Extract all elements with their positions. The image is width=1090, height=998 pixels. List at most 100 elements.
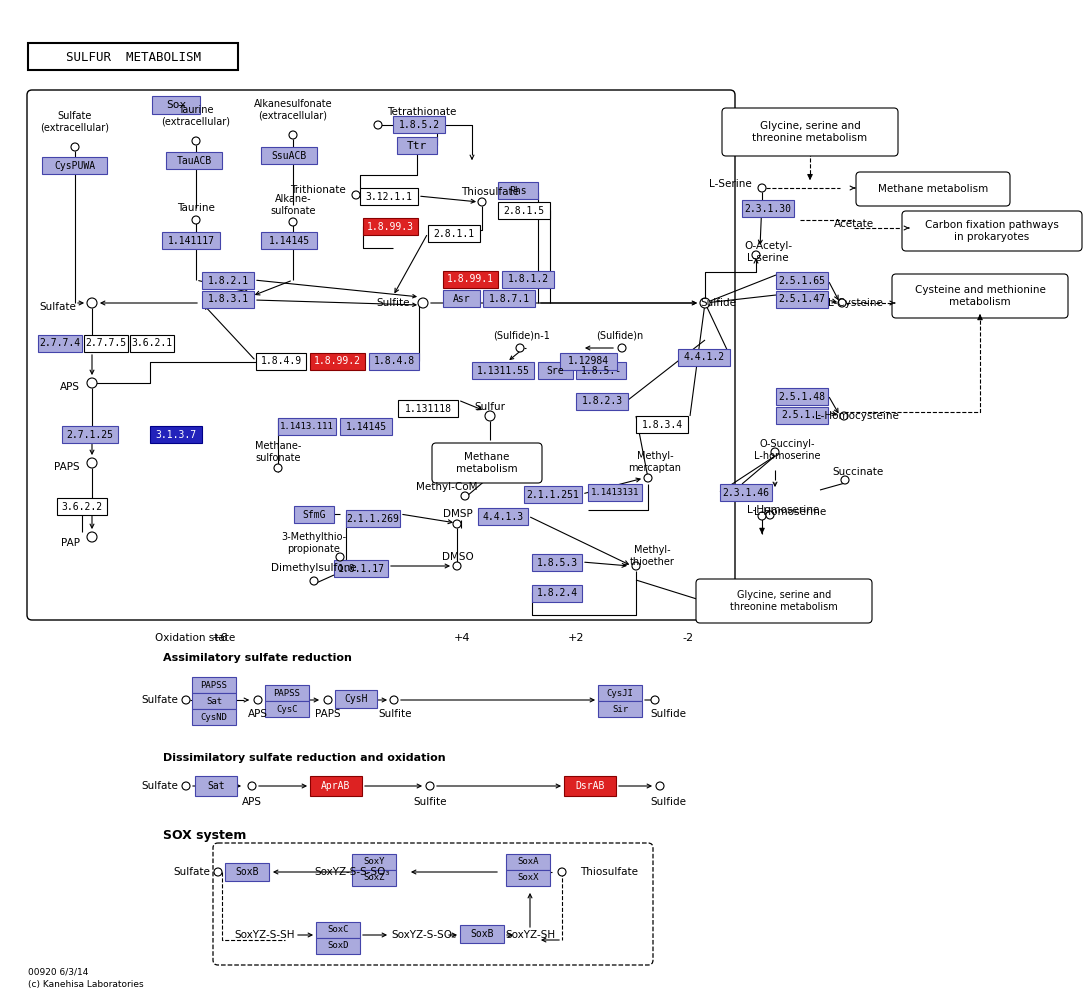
Circle shape [771, 448, 779, 456]
Circle shape [766, 511, 774, 519]
Bar [506, 870, 550, 886]
Bar [524, 486, 582, 503]
Text: 1.8.99.3: 1.8.99.3 [367, 222, 414, 232]
Text: Cysteine and methionine
metabolism: Cysteine and methionine metabolism [915, 285, 1045, 306]
Text: 1.12984: 1.12984 [568, 356, 609, 366]
Circle shape [254, 696, 262, 704]
Text: 1.14145: 1.14145 [268, 236, 310, 246]
Bar [776, 272, 828, 289]
Text: 4.4.1.2: 4.4.1.2 [683, 352, 725, 362]
Bar [195, 776, 237, 796]
Circle shape [192, 137, 199, 145]
Text: 1.1413.111: 1.1413.111 [280, 422, 334, 431]
Circle shape [324, 696, 332, 704]
Text: SoxB: SoxB [470, 929, 494, 939]
Bar [483, 290, 535, 307]
Text: SfmG: SfmG [302, 510, 326, 520]
Bar [460, 925, 504, 943]
Circle shape [352, 191, 360, 199]
Text: 1.141117: 1.141117 [168, 236, 215, 246]
Bar [397, 137, 437, 154]
FancyBboxPatch shape [697, 579, 872, 623]
Text: 1.14145: 1.14145 [346, 421, 387, 431]
Text: (Sulfide)n: (Sulfide)n [596, 330, 643, 340]
Bar [152, 96, 199, 114]
Text: 1.8.4.9: 1.8.4.9 [261, 356, 302, 366]
Circle shape [485, 411, 495, 421]
Text: APS: APS [242, 797, 262, 807]
Bar [502, 271, 554, 288]
Circle shape [558, 868, 566, 876]
Text: SoxYZ-SH: SoxYZ-SH [505, 930, 555, 940]
Text: SOX system: SOX system [164, 829, 246, 842]
Bar [598, 685, 642, 701]
Circle shape [249, 782, 256, 790]
Text: 1.1413131: 1.1413131 [591, 488, 639, 497]
Circle shape [840, 412, 848, 420]
Circle shape [274, 464, 282, 472]
Text: 2.8.1.5: 2.8.1.5 [504, 206, 545, 216]
Bar [776, 407, 828, 424]
Text: Acetate: Acetate [834, 219, 874, 229]
Text: SoxYZ-S-SO₃: SoxYZ-S-SO₃ [391, 930, 457, 940]
Bar [340, 418, 392, 435]
Text: SoxC: SoxC [327, 925, 349, 934]
Circle shape [87, 378, 97, 388]
Text: SsuACB: SsuACB [271, 151, 306, 161]
Bar [352, 854, 396, 870]
Circle shape [182, 782, 190, 790]
Text: Sulfite: Sulfite [413, 797, 447, 807]
Text: Oxidation state: Oxidation state [155, 633, 235, 643]
Text: Trithionate: Trithionate [290, 185, 346, 195]
Bar [346, 510, 400, 527]
Text: Taurine: Taurine [177, 203, 215, 213]
Circle shape [289, 218, 296, 226]
Text: CysPUWA: CysPUWA [53, 161, 95, 171]
Bar [564, 776, 616, 796]
Bar [370, 353, 419, 370]
Circle shape [651, 696, 659, 704]
Text: 2.1.1.251: 2.1.1.251 [526, 489, 580, 500]
Circle shape [461, 492, 469, 500]
Text: Methyl-
mercaptan: Methyl- mercaptan [629, 451, 681, 473]
Text: Sulfide: Sulfide [700, 298, 736, 308]
Bar [678, 349, 730, 366]
FancyBboxPatch shape [856, 172, 1010, 206]
Circle shape [479, 198, 486, 206]
Bar [776, 388, 828, 405]
Circle shape [87, 532, 97, 542]
Text: Methyl-CoM: Methyl-CoM [416, 482, 477, 492]
Text: DsrAB: DsrAB [576, 781, 605, 791]
Bar [265, 685, 308, 701]
Bar [588, 484, 642, 501]
Text: Sat: Sat [206, 697, 222, 706]
Circle shape [289, 131, 296, 139]
Bar [335, 690, 377, 708]
Circle shape [453, 520, 461, 528]
Bar [294, 506, 334, 523]
Text: Taurine
(extracellular): Taurine (extracellular) [161, 105, 230, 127]
Text: Sulfite: Sulfite [378, 709, 412, 719]
FancyBboxPatch shape [892, 274, 1068, 318]
Circle shape [752, 251, 760, 259]
Bar [38, 335, 82, 352]
Bar [316, 922, 360, 938]
Text: 2.7.7.4: 2.7.7.4 [39, 338, 81, 348]
Text: L-Homocysteine: L-Homocysteine [815, 411, 899, 421]
Bar [363, 218, 417, 235]
Text: Sulfide: Sulfide [650, 709, 686, 719]
Text: +6: +6 [211, 633, 228, 643]
Text: 3.6.2.2: 3.6.2.2 [61, 502, 102, 512]
Text: Tetrathionate: Tetrathionate [387, 107, 457, 117]
Text: 1.131118: 1.131118 [404, 403, 451, 413]
Bar [352, 870, 396, 886]
Text: 2.3.1.30: 2.3.1.30 [744, 204, 791, 214]
Text: Ttr: Ttr [407, 141, 427, 151]
Circle shape [516, 344, 524, 352]
Text: PAPSS: PAPSS [274, 689, 301, 698]
Circle shape [841, 476, 849, 484]
Text: CysND: CysND [201, 713, 228, 722]
Circle shape [758, 512, 766, 520]
Circle shape [618, 344, 626, 352]
Text: 2.5.1.65: 2.5.1.65 [778, 275, 825, 285]
